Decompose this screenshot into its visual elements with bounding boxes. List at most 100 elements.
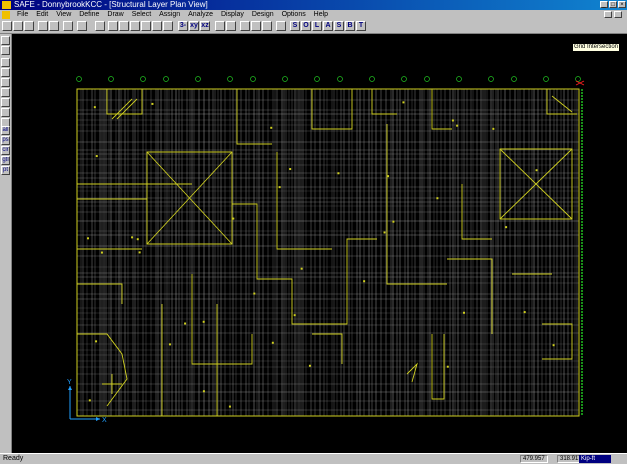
show-T-button[interactable]: T xyxy=(356,21,366,31)
menu-define[interactable]: Define xyxy=(79,11,100,18)
lock-icon[interactable] xyxy=(77,21,87,31)
column-mark xyxy=(535,169,538,172)
column-mark xyxy=(202,320,205,323)
save-icon[interactable] xyxy=(24,21,34,31)
menu-options[interactable]: Options xyxy=(281,11,306,18)
rubber-band-icon[interactable] xyxy=(262,21,272,31)
run-icon[interactable] xyxy=(95,21,105,31)
grid-intersect-button[interactable]: gtl xyxy=(1,156,10,165)
view-xy-button[interactable]: xy xyxy=(189,21,199,31)
menu-file[interactable]: File xyxy=(16,11,29,18)
column-mark xyxy=(253,292,256,295)
menu-design[interactable]: Design xyxy=(251,11,274,18)
draw-polygon-icon[interactable] xyxy=(1,68,10,77)
layers-icon[interactable] xyxy=(226,21,236,31)
snap-point-button[interactable]: pt xyxy=(1,166,10,175)
menu-assign[interactable]: Assign xyxy=(159,11,181,18)
view-xz-button[interactable]: xz xyxy=(200,21,210,31)
zoom-window-icon[interactable] xyxy=(108,21,118,31)
show-O-button[interactable]: O xyxy=(301,21,311,31)
zoom-previous-icon[interactable] xyxy=(152,21,162,31)
show-B-button[interactable]: B xyxy=(345,21,355,31)
column-mark xyxy=(462,311,465,314)
menu-select[interactable]: Select xyxy=(131,11,152,18)
status-text: Ready xyxy=(3,455,24,462)
column-mark xyxy=(228,405,231,408)
column-mark xyxy=(184,322,187,325)
column-mark xyxy=(270,126,273,129)
coord-x: 479.957 xyxy=(520,455,548,463)
column-mark xyxy=(202,390,205,393)
menu-view[interactable]: View xyxy=(56,11,72,18)
column-mark xyxy=(456,124,459,127)
select-all-button[interactable]: all xyxy=(1,126,10,135)
column-mark xyxy=(278,186,281,189)
x-axis-label: X xyxy=(102,417,107,424)
column-mark xyxy=(300,267,303,270)
grid-bubble xyxy=(424,76,430,82)
menu-draw[interactable]: Draw xyxy=(107,11,124,18)
grid-bubble xyxy=(163,76,169,82)
column-mark xyxy=(523,311,526,314)
undo-icon[interactable] xyxy=(38,21,48,31)
snap-cursor-icon xyxy=(575,80,585,86)
draw-line-icon[interactable] xyxy=(1,58,10,67)
menu-display[interactable]: Display xyxy=(220,11,244,18)
structural-line xyxy=(431,334,445,400)
column-mark xyxy=(383,231,386,234)
menu-edit[interactable]: Edit xyxy=(36,11,49,18)
structural-line xyxy=(312,333,343,364)
draw-column-icon[interactable] xyxy=(1,88,10,97)
units-select[interactable]: Kip-ft xyxy=(579,455,611,463)
set-options-icon[interactable] xyxy=(215,21,225,31)
structural-line xyxy=(191,274,253,365)
app-icon[interactable] xyxy=(2,1,11,9)
column-mark xyxy=(232,217,235,220)
column-mark xyxy=(271,341,274,344)
display-icon[interactable] xyxy=(240,21,250,31)
doc-close-button[interactable] xyxy=(614,11,622,18)
maximize-button[interactable]: □ xyxy=(609,1,617,8)
toolbar: 3-d xy xz S O L A S B T xyxy=(0,20,627,34)
new-file-icon[interactable] xyxy=(2,21,12,31)
show-A-button[interactable]: A xyxy=(323,21,333,31)
pan-icon[interactable] xyxy=(163,21,173,31)
draw-wall-icon[interactable] xyxy=(1,98,10,107)
menu-analyze[interactable]: Analyze xyxy=(188,11,213,18)
zoom-in-icon[interactable] xyxy=(119,21,129,31)
grid-bubble xyxy=(195,76,201,82)
shrink-icon[interactable] xyxy=(251,21,261,31)
column-mark xyxy=(451,119,454,122)
close-button[interactable]: × xyxy=(618,1,626,8)
draw-beam-icon[interactable] xyxy=(1,108,10,117)
show-S2-button[interactable]: S xyxy=(334,21,344,31)
column-mark xyxy=(436,197,439,200)
show-L-button[interactable]: L xyxy=(312,21,322,31)
grid-bubble xyxy=(456,76,462,82)
redo-icon[interactable] xyxy=(49,21,59,31)
column-mark xyxy=(151,102,154,105)
select-previous-button[interactable]: ps xyxy=(1,136,10,145)
plan-drawing[interactable]: XY xyxy=(12,34,627,453)
zoom-out-icon[interactable] xyxy=(130,21,140,31)
design-icon[interactable] xyxy=(276,21,286,31)
zoom-full-icon[interactable] xyxy=(141,21,151,31)
show-S-button[interactable]: S xyxy=(290,21,300,31)
document-icon[interactable] xyxy=(2,11,10,19)
reshape-icon[interactable] xyxy=(1,46,10,55)
structural-line xyxy=(542,323,573,360)
doc-restore-button[interactable] xyxy=(604,11,612,18)
menu-help[interactable]: Help xyxy=(313,11,329,18)
y-axis-arrow-icon xyxy=(68,386,72,390)
minimize-button[interactable]: _ xyxy=(600,1,608,8)
draw-rectangle-icon[interactable] xyxy=(1,78,10,87)
pointer-icon[interactable] xyxy=(1,36,10,45)
view-3d-button[interactable]: 3-d xyxy=(178,21,188,31)
y-axis-label: Y xyxy=(67,379,72,386)
title-bar: SAFE - DonnybrookKCC - [Structural Layer… xyxy=(0,0,627,10)
open-file-icon[interactable] xyxy=(13,21,23,31)
structural-line xyxy=(276,152,332,250)
refresh-icon[interactable] xyxy=(63,21,73,31)
clear-selection-button[interactable]: clr xyxy=(1,146,10,155)
